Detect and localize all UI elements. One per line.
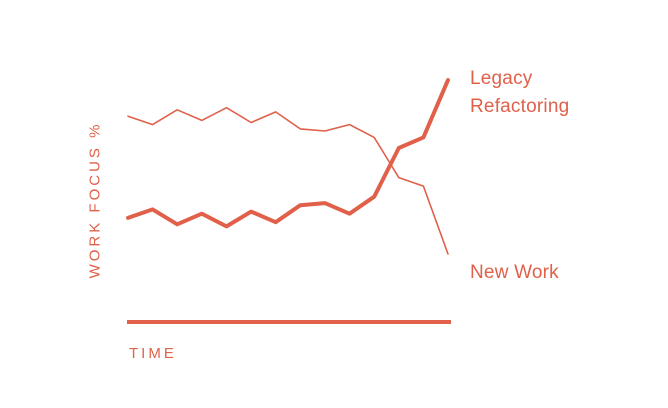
series-label-legacy-line2: Refactoring [470,96,570,117]
series-label-legacy-line1: Legacy [470,68,533,89]
x-axis-label: TIME [129,345,177,362]
y-axis-label: WORK FOCUS % [86,121,104,279]
series-label-legacy-refactoring: Legacy Refactoring [470,65,660,121]
series-layer [126,78,450,255]
series-line-legacy-refactoring [126,78,450,229]
series-label-new-work: New Work [470,262,559,283]
series-line-new-work [127,106,449,255]
